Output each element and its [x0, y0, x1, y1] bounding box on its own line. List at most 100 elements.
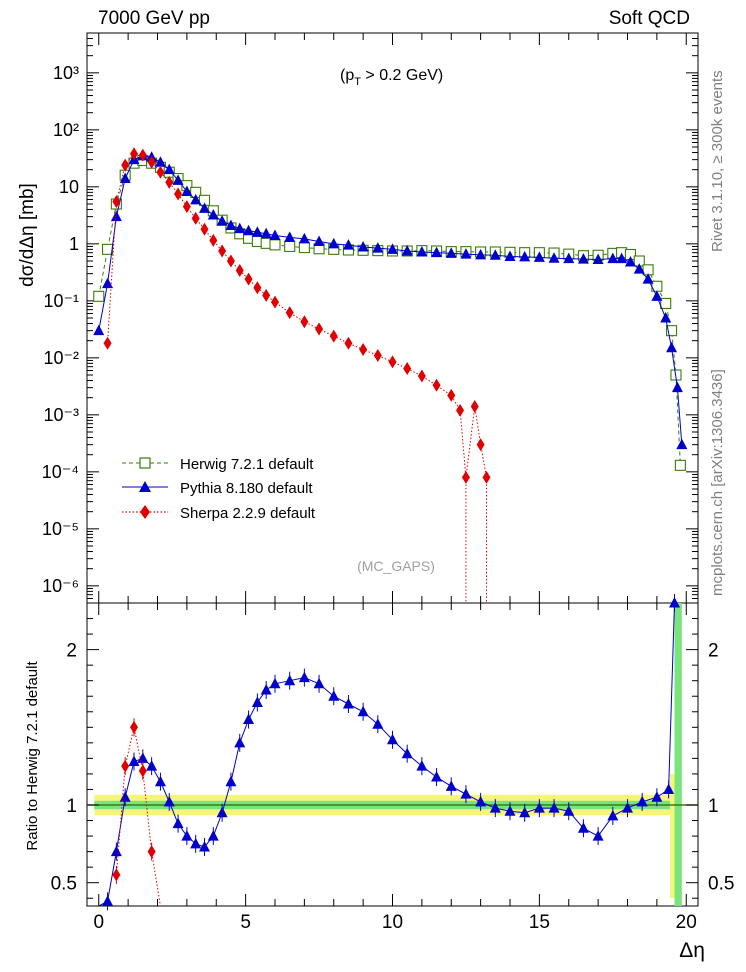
ratio-point-pythia [190, 837, 202, 849]
data-point-pythia [243, 224, 255, 236]
data-point-pythia [577, 253, 589, 264]
data-point-sherpa [470, 400, 479, 414]
data-point-pythia [119, 172, 131, 184]
ratio-point-pythia [548, 802, 560, 813]
data-point-pythia [251, 226, 263, 237]
data-point-sherpa [447, 388, 456, 402]
header-left: 7000 GeV pp [98, 8, 210, 29]
data-point-pythia [533, 251, 545, 262]
data-point-sherpa [244, 272, 253, 286]
analysis-label: (MC_GAPS) [357, 558, 435, 574]
data-point-herwig [284, 240, 296, 252]
ratio-point-pythia [401, 747, 413, 759]
ratio-point-pythia [533, 802, 545, 813]
data-point-sherpa [200, 222, 209, 236]
ratio-point-pythia [234, 736, 246, 748]
data-point-pythia [642, 273, 654, 284]
legend-item-pythia: Pythia 8.180 default [122, 480, 313, 497]
data-point-pythia [313, 235, 325, 246]
ratio-point-pythia [207, 830, 219, 841]
filled-diamond-marker [140, 505, 150, 519]
data-point-sherpa [103, 336, 112, 350]
ratio-point-pythia [146, 760, 158, 771]
data-point-sherpa [373, 348, 382, 362]
data-point-pythia [154, 156, 166, 167]
y-tick-label-ratio: 1 [66, 796, 77, 817]
data-point-pythia [616, 252, 628, 264]
ratio-point-pythia [445, 780, 457, 791]
data-point-pythia [357, 241, 369, 252]
data-point-pythia [190, 193, 202, 205]
data-point-herwig [298, 242, 310, 254]
data-point-sherpa [344, 336, 353, 350]
ratio-line-sherpa [115, 727, 161, 907]
data-point-pythia [163, 163, 175, 175]
y-tick-label-ratio-right: 0.5 [708, 874, 734, 895]
ratio-point-pythia [181, 830, 193, 841]
data-point-pythia [416, 245, 428, 257]
data-point-sherpa [403, 362, 412, 376]
ratio-point-pythia [110, 845, 122, 857]
ratio-point-pythia [342, 698, 354, 709]
data-point-sherpa [130, 147, 138, 161]
ratio-point-pythia [163, 795, 175, 807]
ratio-point-pythia [592, 830, 604, 841]
data-point-pythia [519, 250, 531, 262]
data-point-pythia [328, 237, 340, 249]
data-point-sherpa [226, 254, 235, 268]
ratio-point-pythia [387, 733, 398, 745]
ratio-point-pythia [372, 718, 384, 729]
header-right: Soft QCD [609, 8, 690, 29]
data-point-pythia [207, 209, 219, 220]
cut-annotation: (pT > 0.2 GeV) [340, 67, 443, 88]
data-point-pythia [445, 247, 457, 258]
data-point-pythia [548, 252, 560, 263]
ratio-line-pythia [98, 602, 675, 907]
data-point-herwig [102, 243, 114, 255]
x-axis-title: Δη [679, 939, 705, 962]
filled-triangle-marker [139, 481, 151, 492]
data-point-pythia [260, 227, 272, 239]
data-point-pythia [563, 252, 575, 264]
data-point-herwig [674, 459, 686, 471]
ratio-point-pythia [298, 671, 310, 683]
data-point-sherpa [174, 187, 183, 201]
ratio-point-pythia [607, 809, 619, 821]
ratio-bands [87, 603, 698, 906]
y-tick-label-main: 10⁻⁴ [42, 462, 79, 482]
legend: Herwig 7.2.1 default Pythia 8.180 defaul… [122, 456, 316, 522]
main-panel-frame [86, 32, 699, 604]
data-point-sherpa [112, 195, 121, 209]
data-point-sherpa [417, 369, 426, 383]
data-point-sherpa [262, 288, 271, 302]
ratio-point-sherpa [112, 868, 121, 882]
ratio-point-pythia [128, 755, 140, 766]
ratio-y-axis-title: Ratio to Herwig 7.2.1 default [24, 661, 41, 851]
ratio-point-pythia [251, 696, 263, 707]
ratio-point-pythia [119, 791, 131, 802]
data-point-pythia [504, 250, 516, 261]
data-point-sherpa [300, 315, 309, 329]
ratio-point-pythia [489, 802, 501, 813]
data-point-sherpa [209, 233, 218, 247]
x-tick-label: 20 [676, 912, 697, 933]
data-point-sherpa [121, 158, 130, 172]
data-point-pythia [671, 381, 683, 393]
y-tick-label-ratio-right: 2 [708, 641, 719, 662]
y-tick-label-main: 10 [59, 177, 79, 197]
data-point-herwig [660, 297, 672, 309]
data-point-pythia [284, 231, 296, 242]
y-tick-label-ratio-right: 1 [708, 796, 719, 817]
data-point-pythia [633, 263, 645, 274]
ratio-point-pythia [260, 684, 272, 695]
ratio-band-green-edge [674, 603, 682, 906]
data-point-sherpa [456, 403, 465, 417]
main-series [93, 147, 688, 603]
data-point-sherpa [359, 343, 368, 357]
data-point-pythia [298, 232, 310, 244]
ratio-point-pythia [216, 806, 228, 818]
data-point-pythia [660, 312, 672, 323]
ratio-point-pythia [243, 713, 255, 725]
data-point-pythia [110, 210, 122, 222]
